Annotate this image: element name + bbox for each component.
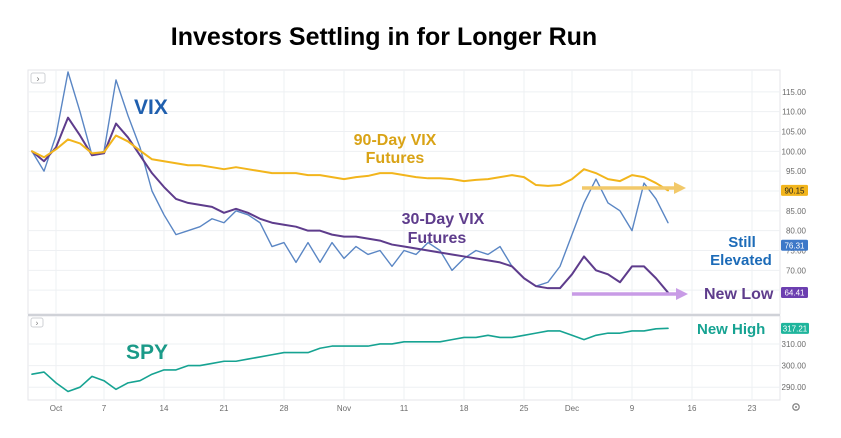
chevron-right-icon: › [36,319,39,328]
vix90-label-line2: Futures [366,150,425,167]
vix30-label-line1: 30-Day VIX [402,211,485,228]
x-tick-label: 7 [102,404,107,413]
x-tick-label: 25 [520,404,529,413]
y-tick-label: 95.00 [786,167,807,176]
x-tick-label: 16 [688,404,697,413]
y-tick-label: 290.00 [782,383,807,392]
y-tick-label: 75.00 [786,247,807,256]
still-elevated-arrow-head [674,182,686,194]
x-tick-label: 28 [280,404,289,413]
still-label-line2: Elevated [710,252,772,269]
last-value-badge-spy [781,322,809,334]
y-tick-label: 110.00 [782,108,806,117]
x-tick-label: Oct [50,404,63,413]
last-value-badge-vix30 [781,287,808,299]
bottom-panel-collapse-button[interactable]: › [30,317,44,328]
series-line-vix90 [31,134,669,192]
y-tick-label: 85.00 [786,207,807,216]
y-tick-label: 70.00 [786,266,807,275]
y-tick-label: 105.00 [782,128,807,137]
new-high-label: New High [697,321,765,338]
y-tick-label: 115.00 [782,88,806,97]
y-tick-label: 300.00 [782,362,807,371]
vix-label: VIX [134,96,168,119]
x-tick-label: Nov [337,404,351,413]
y-tick-label: 310.00 [782,340,807,349]
last-value-badge-vix [781,239,808,251]
x-tick-label: 23 [748,404,757,413]
x-tick-label: 9 [630,404,635,413]
series-line-vix [31,71,669,287]
y-tick-label: 100.00 [782,147,807,156]
chart-title: Investors Settling in for Longer Run [171,23,597,51]
last-value-badge-label: 90.15 [784,186,805,195]
badge-layer: 90.15 76.31 64.41 317.21 [781,184,809,334]
settings-gear-icon[interactable] [792,403,800,411]
series-line-vix30 [31,116,669,294]
bottom-panel-gridlines [28,316,780,400]
vix30-label-line2: Futures [408,230,467,247]
last-value-badge-label: 64.41 [784,289,805,298]
x-tick-label: 14 [160,404,169,413]
chevron-right-icon: › [37,74,40,84]
y-tick-label: 80.00 [786,227,807,236]
series-line-spy [31,327,669,393]
x-tick-label: 18 [460,404,469,413]
series-layer [31,71,669,393]
last-value-badge-label: 76.31 [784,241,805,250]
top-panel-collapse-button[interactable]: › [30,72,46,84]
vix90-label-line1: 90-Day VIX [354,132,437,149]
x-tick-label: 21 [220,404,229,413]
last-value-badge-vix90 [781,184,808,196]
still-label-line1: Still [728,234,756,251]
x-tick-label: 11 [400,404,409,413]
new-low-label: New Low [704,286,774,303]
last-value-badge-label: 317.21 [783,324,808,333]
x-tick-label: Dec [565,404,579,413]
spy-label: SPY [126,341,168,364]
new-low-arrow-head [676,288,688,300]
